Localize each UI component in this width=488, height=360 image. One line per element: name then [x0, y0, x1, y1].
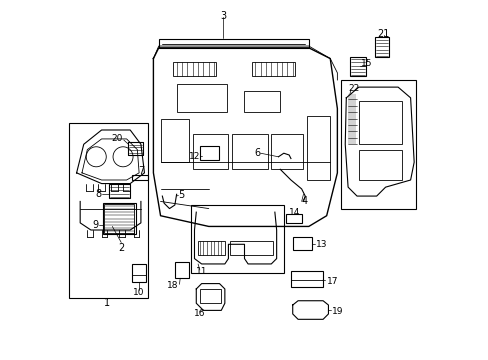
Bar: [132, 175, 148, 180]
Bar: [292, 237, 312, 249]
Text: 17: 17: [326, 277, 338, 286]
Bar: [200, 146, 219, 160]
Bar: [103, 203, 135, 234]
Text: 8: 8: [95, 189, 102, 199]
Bar: [108, 184, 130, 198]
Bar: [358, 102, 401, 144]
Bar: [306, 116, 329, 180]
Text: 6: 6: [253, 148, 260, 158]
Bar: [251, 62, 294, 76]
Bar: [271, 134, 303, 169]
Text: 20: 20: [111, 134, 123, 143]
Text: 7: 7: [138, 166, 144, 176]
Text: 21: 21: [377, 28, 389, 39]
Bar: [200, 289, 221, 303]
Bar: [231, 134, 267, 169]
Bar: [159, 39, 308, 48]
Text: 10: 10: [133, 288, 144, 297]
Text: 3: 3: [220, 11, 225, 21]
Text: 9: 9: [92, 220, 98, 230]
Bar: [230, 241, 272, 255]
Bar: [176, 84, 226, 112]
Bar: [160, 119, 189, 162]
Bar: [69, 123, 148, 298]
Bar: [285, 214, 301, 223]
Bar: [198, 241, 224, 255]
Bar: [104, 204, 134, 233]
Text: 11: 11: [196, 267, 207, 276]
Text: 15: 15: [360, 59, 371, 68]
Bar: [175, 262, 189, 278]
Bar: [349, 57, 365, 76]
Text: 1: 1: [103, 298, 110, 308]
Bar: [132, 264, 146, 282]
Text: 2: 2: [118, 243, 124, 253]
Text: 22: 22: [347, 84, 359, 93]
Text: 4: 4: [301, 197, 307, 206]
Bar: [358, 150, 401, 180]
Bar: [374, 37, 388, 57]
Bar: [173, 62, 216, 76]
Bar: [340, 80, 415, 208]
Text: 5: 5: [178, 190, 184, 201]
Text: 18: 18: [166, 281, 178, 290]
Text: 19: 19: [331, 307, 343, 316]
Text: 13: 13: [315, 240, 327, 249]
Text: 14: 14: [288, 208, 300, 217]
Bar: [190, 205, 283, 273]
Bar: [290, 271, 323, 287]
Bar: [244, 91, 280, 112]
Text: 12: 12: [188, 152, 200, 161]
Bar: [192, 134, 228, 169]
Text: 16: 16: [194, 310, 205, 319]
